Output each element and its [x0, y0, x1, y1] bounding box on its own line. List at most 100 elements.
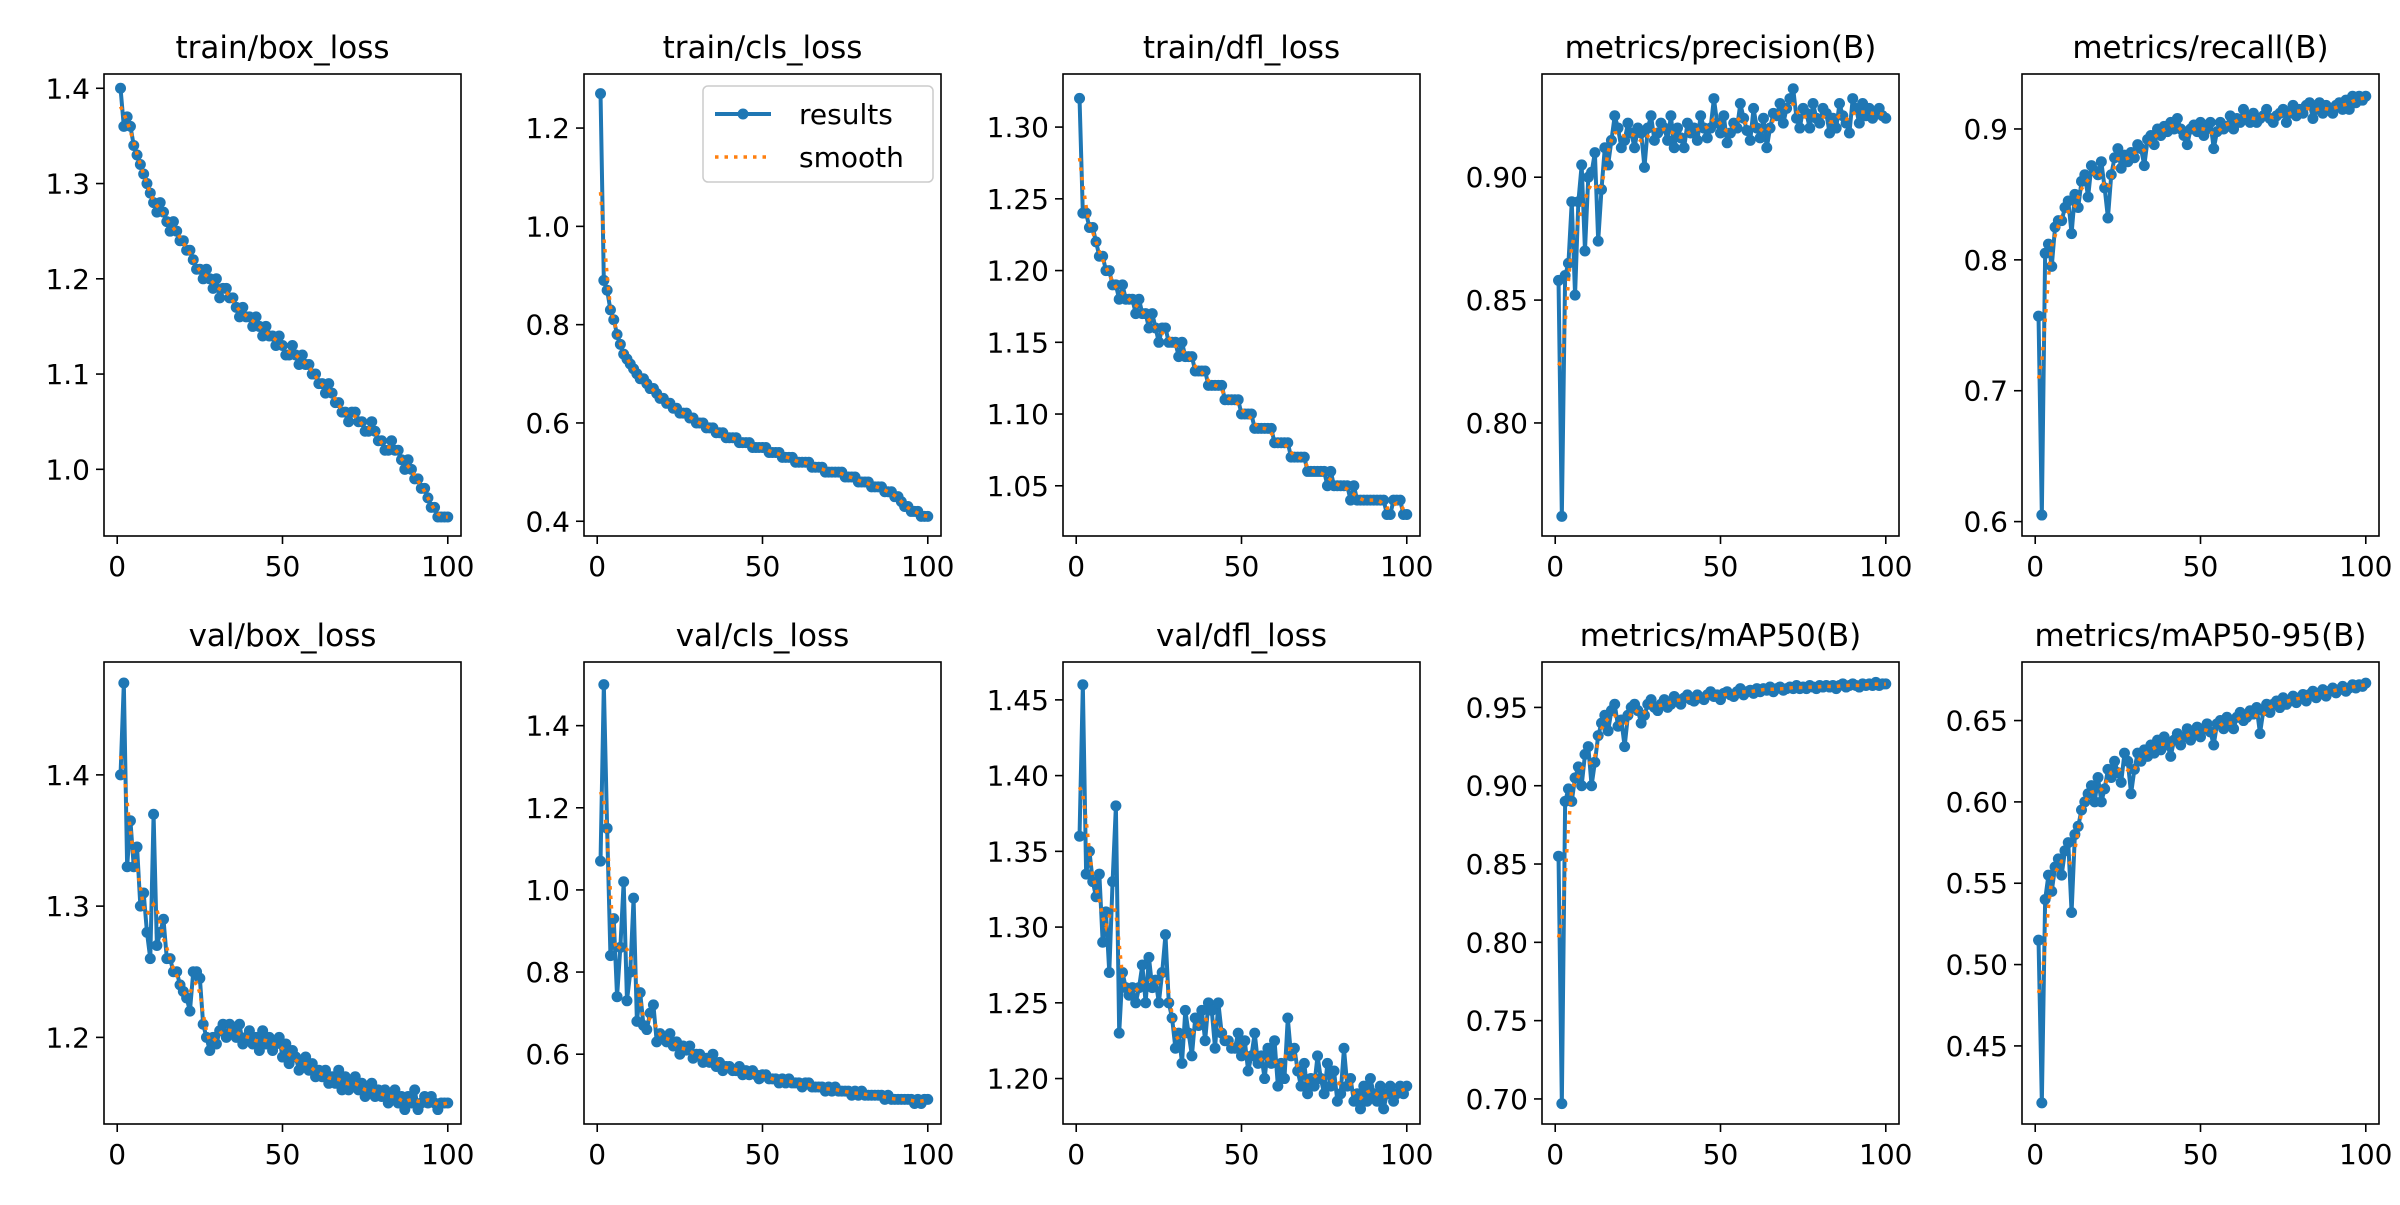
data-point [1638, 709, 1650, 721]
subplot-title: metrics/recall(B) [2072, 30, 2328, 66]
data-point [1738, 112, 1750, 124]
data-point [392, 444, 404, 456]
subplot-title: val/dfl_loss [1156, 618, 1327, 654]
data-point [1199, 1035, 1211, 1047]
data-point [207, 282, 219, 294]
data-point [1744, 134, 1756, 146]
data-point [1186, 1050, 1198, 1062]
legend-box [702, 85, 934, 183]
results-line [598, 682, 928, 1106]
y-tick-label: 1.2 [525, 112, 570, 145]
x-tick-label: 100 [1859, 1138, 1912, 1171]
data-point [1562, 257, 1574, 269]
data-point [1672, 122, 1684, 134]
y-tick-label: 1.2 [525, 792, 570, 825]
data-point [1814, 117, 1826, 129]
data-point [2066, 228, 2078, 240]
y-tick-label: 1.05 [987, 470, 1049, 503]
y-tick-label: 0.8 [1963, 244, 2008, 277]
data-point [1791, 112, 1803, 124]
data-point [1589, 756, 1601, 768]
data-point [647, 999, 659, 1011]
data-point [2261, 103, 2273, 115]
data-point [1734, 97, 1746, 109]
data-point [2307, 113, 2319, 124]
data-point [1176, 336, 1188, 348]
data-point [1159, 322, 1171, 334]
data-point [1556, 1098, 1568, 1110]
x-tick-label: 0 [1067, 1138, 1085, 1171]
data-point [2128, 763, 2140, 775]
smooth-line [598, 192, 929, 519]
data-point [2280, 116, 2292, 128]
y-tick-label: 0.50 [1946, 949, 2008, 982]
data-point [1668, 142, 1680, 154]
results-points [1074, 679, 1413, 1115]
data-point [115, 82, 127, 94]
data-point [1080, 868, 1092, 880]
axes-frame [1062, 73, 1421, 537]
y-tick-label: 1.40 [987, 760, 1049, 793]
data-point [2109, 755, 2121, 767]
results-points [2033, 90, 2372, 521]
x-tick-label: 0 [2026, 550, 2044, 583]
data-point [604, 304, 616, 316]
data-point [624, 966, 636, 978]
legend-smooth-label: smooth [799, 141, 904, 174]
data-point [2128, 152, 2140, 164]
subplot-title: train/cls_loss [663, 30, 863, 66]
data-point [349, 406, 361, 418]
y-tick-label: 1.0 [525, 874, 570, 907]
data-point [1318, 1088, 1330, 1100]
data-point [1312, 1050, 1324, 1062]
subplot-title: train/dfl_loss [1143, 30, 1340, 66]
data-point [323, 378, 335, 390]
data-point [1840, 117, 1852, 129]
x-tick-label: 100 [1859, 550, 1912, 583]
data-point [1255, 1050, 1267, 1062]
data-point [1159, 929, 1171, 941]
data-point [1589, 147, 1601, 159]
data-point [608, 314, 620, 326]
data-point [1843, 127, 1855, 139]
data-point [2092, 772, 2104, 783]
subplot-title: metrics/precision(B) [1565, 30, 1877, 66]
data-point [310, 368, 322, 380]
y-tick-label: 0.8 [525, 956, 570, 989]
y-tick-label: 1.4 [525, 710, 570, 743]
results-points [1553, 676, 1892, 1110]
data-point [684, 1040, 696, 1052]
x-tick-label: 0 [2026, 1138, 2044, 1171]
legend-results-marker [737, 108, 749, 120]
data-point [1562, 783, 1574, 795]
data-point [1645, 110, 1657, 122]
y-tick-label: 0.8 [525, 309, 570, 342]
y-tick-label: 1.15 [987, 326, 1049, 359]
x-tick-label: 0 [1546, 550, 1564, 583]
data-point [1754, 132, 1766, 144]
data-point [1830, 122, 1842, 134]
data-point [1259, 1073, 1271, 1085]
data-point [1272, 1080, 1284, 1092]
data-point [598, 679, 610, 691]
data-point [2171, 113, 2183, 124]
data-point [1718, 110, 1730, 122]
data-point [1087, 222, 1099, 234]
data-point [922, 1093, 934, 1105]
data-point [1196, 1004, 1208, 1016]
data-point [1853, 117, 1865, 129]
data-point [184, 244, 196, 256]
y-tick-label: 1.25 [987, 183, 1049, 216]
smooth-line [2036, 682, 2367, 994]
x-tick-label: 100 [2339, 550, 2392, 583]
data-point [184, 1005, 196, 1017]
y-tick-label: 0.70 [1466, 1083, 1528, 1116]
axes-frame [1541, 73, 1900, 537]
data-point [595, 855, 607, 867]
data-point [601, 822, 613, 834]
data-point [1708, 93, 1720, 105]
data-point [1784, 93, 1796, 105]
data-point [2095, 156, 2107, 168]
data-point [227, 292, 239, 304]
subplot-train-cls-loss: train/cls_loss 0 50 100 0.4 0.6 0.8 1.0 1.2 resul… [525, 30, 954, 583]
